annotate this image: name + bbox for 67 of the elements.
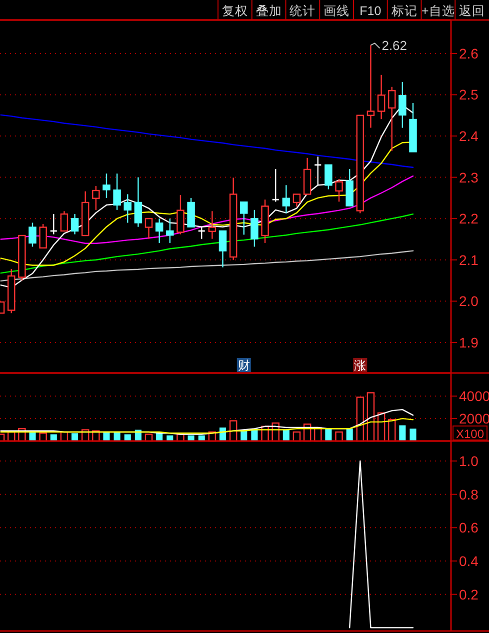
candlestick xyxy=(60,210,68,232)
bar xyxy=(29,432,36,441)
candlestick xyxy=(388,86,396,152)
y-tick-label: 2.6 xyxy=(459,45,479,62)
y-tick-label: 0.6 xyxy=(459,520,479,536)
candlestick xyxy=(314,156,322,186)
candlestick xyxy=(218,230,227,268)
candlestick xyxy=(70,213,79,235)
y-tick-label: 0.8 xyxy=(459,486,479,502)
candlestick xyxy=(134,176,142,228)
annotation: 涨 xyxy=(354,358,366,372)
candlestick xyxy=(166,218,174,244)
y-tick-label: 2.4 xyxy=(459,128,479,144)
candlestick xyxy=(28,222,36,248)
candlestick xyxy=(250,209,258,248)
candlestick xyxy=(398,81,406,128)
line-series xyxy=(0,418,414,434)
candlestick xyxy=(39,223,47,248)
y-tick-label: 2.0 xyxy=(459,293,479,310)
y-tick-label: 2.1 xyxy=(459,252,479,268)
candlestick xyxy=(272,168,280,202)
annotation: 财 xyxy=(238,358,250,372)
candlestick xyxy=(155,218,164,244)
bar xyxy=(366,392,375,442)
line-series xyxy=(0,114,414,168)
bar xyxy=(39,432,47,442)
bar xyxy=(282,430,290,441)
text: 叠加 xyxy=(256,4,282,18)
text: +自选 xyxy=(422,4,455,18)
bar xyxy=(356,396,364,442)
bar xyxy=(399,425,406,441)
y-axis-title: X100 xyxy=(456,427,484,441)
y-tick-label: 0.4 xyxy=(459,553,479,569)
y-tick-label: 0.2 xyxy=(459,586,479,602)
bar xyxy=(103,432,110,441)
bar xyxy=(346,428,353,441)
candlestick xyxy=(124,194,132,224)
bar xyxy=(72,433,78,441)
bar xyxy=(335,431,343,442)
annotation: 2.62 xyxy=(382,38,408,54)
text: 返回 xyxy=(459,4,486,18)
text: 复权 xyxy=(222,4,248,18)
candlestick xyxy=(282,184,290,214)
y-tick-label: 2.3 xyxy=(459,169,479,186)
bar xyxy=(410,428,416,441)
y-tick-label: 1.0 xyxy=(459,453,479,469)
candlestick xyxy=(292,194,301,208)
candlestick xyxy=(240,201,248,236)
y-tick-label: 2.5 xyxy=(459,86,479,103)
line-series xyxy=(0,250,414,282)
y-tick-label: 1.9 xyxy=(459,334,479,350)
candlestick xyxy=(113,172,121,211)
text: 标记 xyxy=(390,4,418,18)
candlestick xyxy=(92,185,100,211)
line-series xyxy=(0,213,414,274)
candlestick xyxy=(176,194,184,235)
candlestick xyxy=(208,210,216,240)
candlestick xyxy=(324,164,332,190)
text: 画线 xyxy=(324,4,350,18)
candlestick xyxy=(335,178,343,202)
candlestick xyxy=(102,172,110,199)
candlestick xyxy=(366,44,375,128)
candlestick xyxy=(144,218,153,240)
candlestick xyxy=(377,74,386,120)
text: F10 xyxy=(360,4,382,18)
y-tick-label: 2.2 xyxy=(459,210,479,227)
text: 统计 xyxy=(290,4,316,18)
